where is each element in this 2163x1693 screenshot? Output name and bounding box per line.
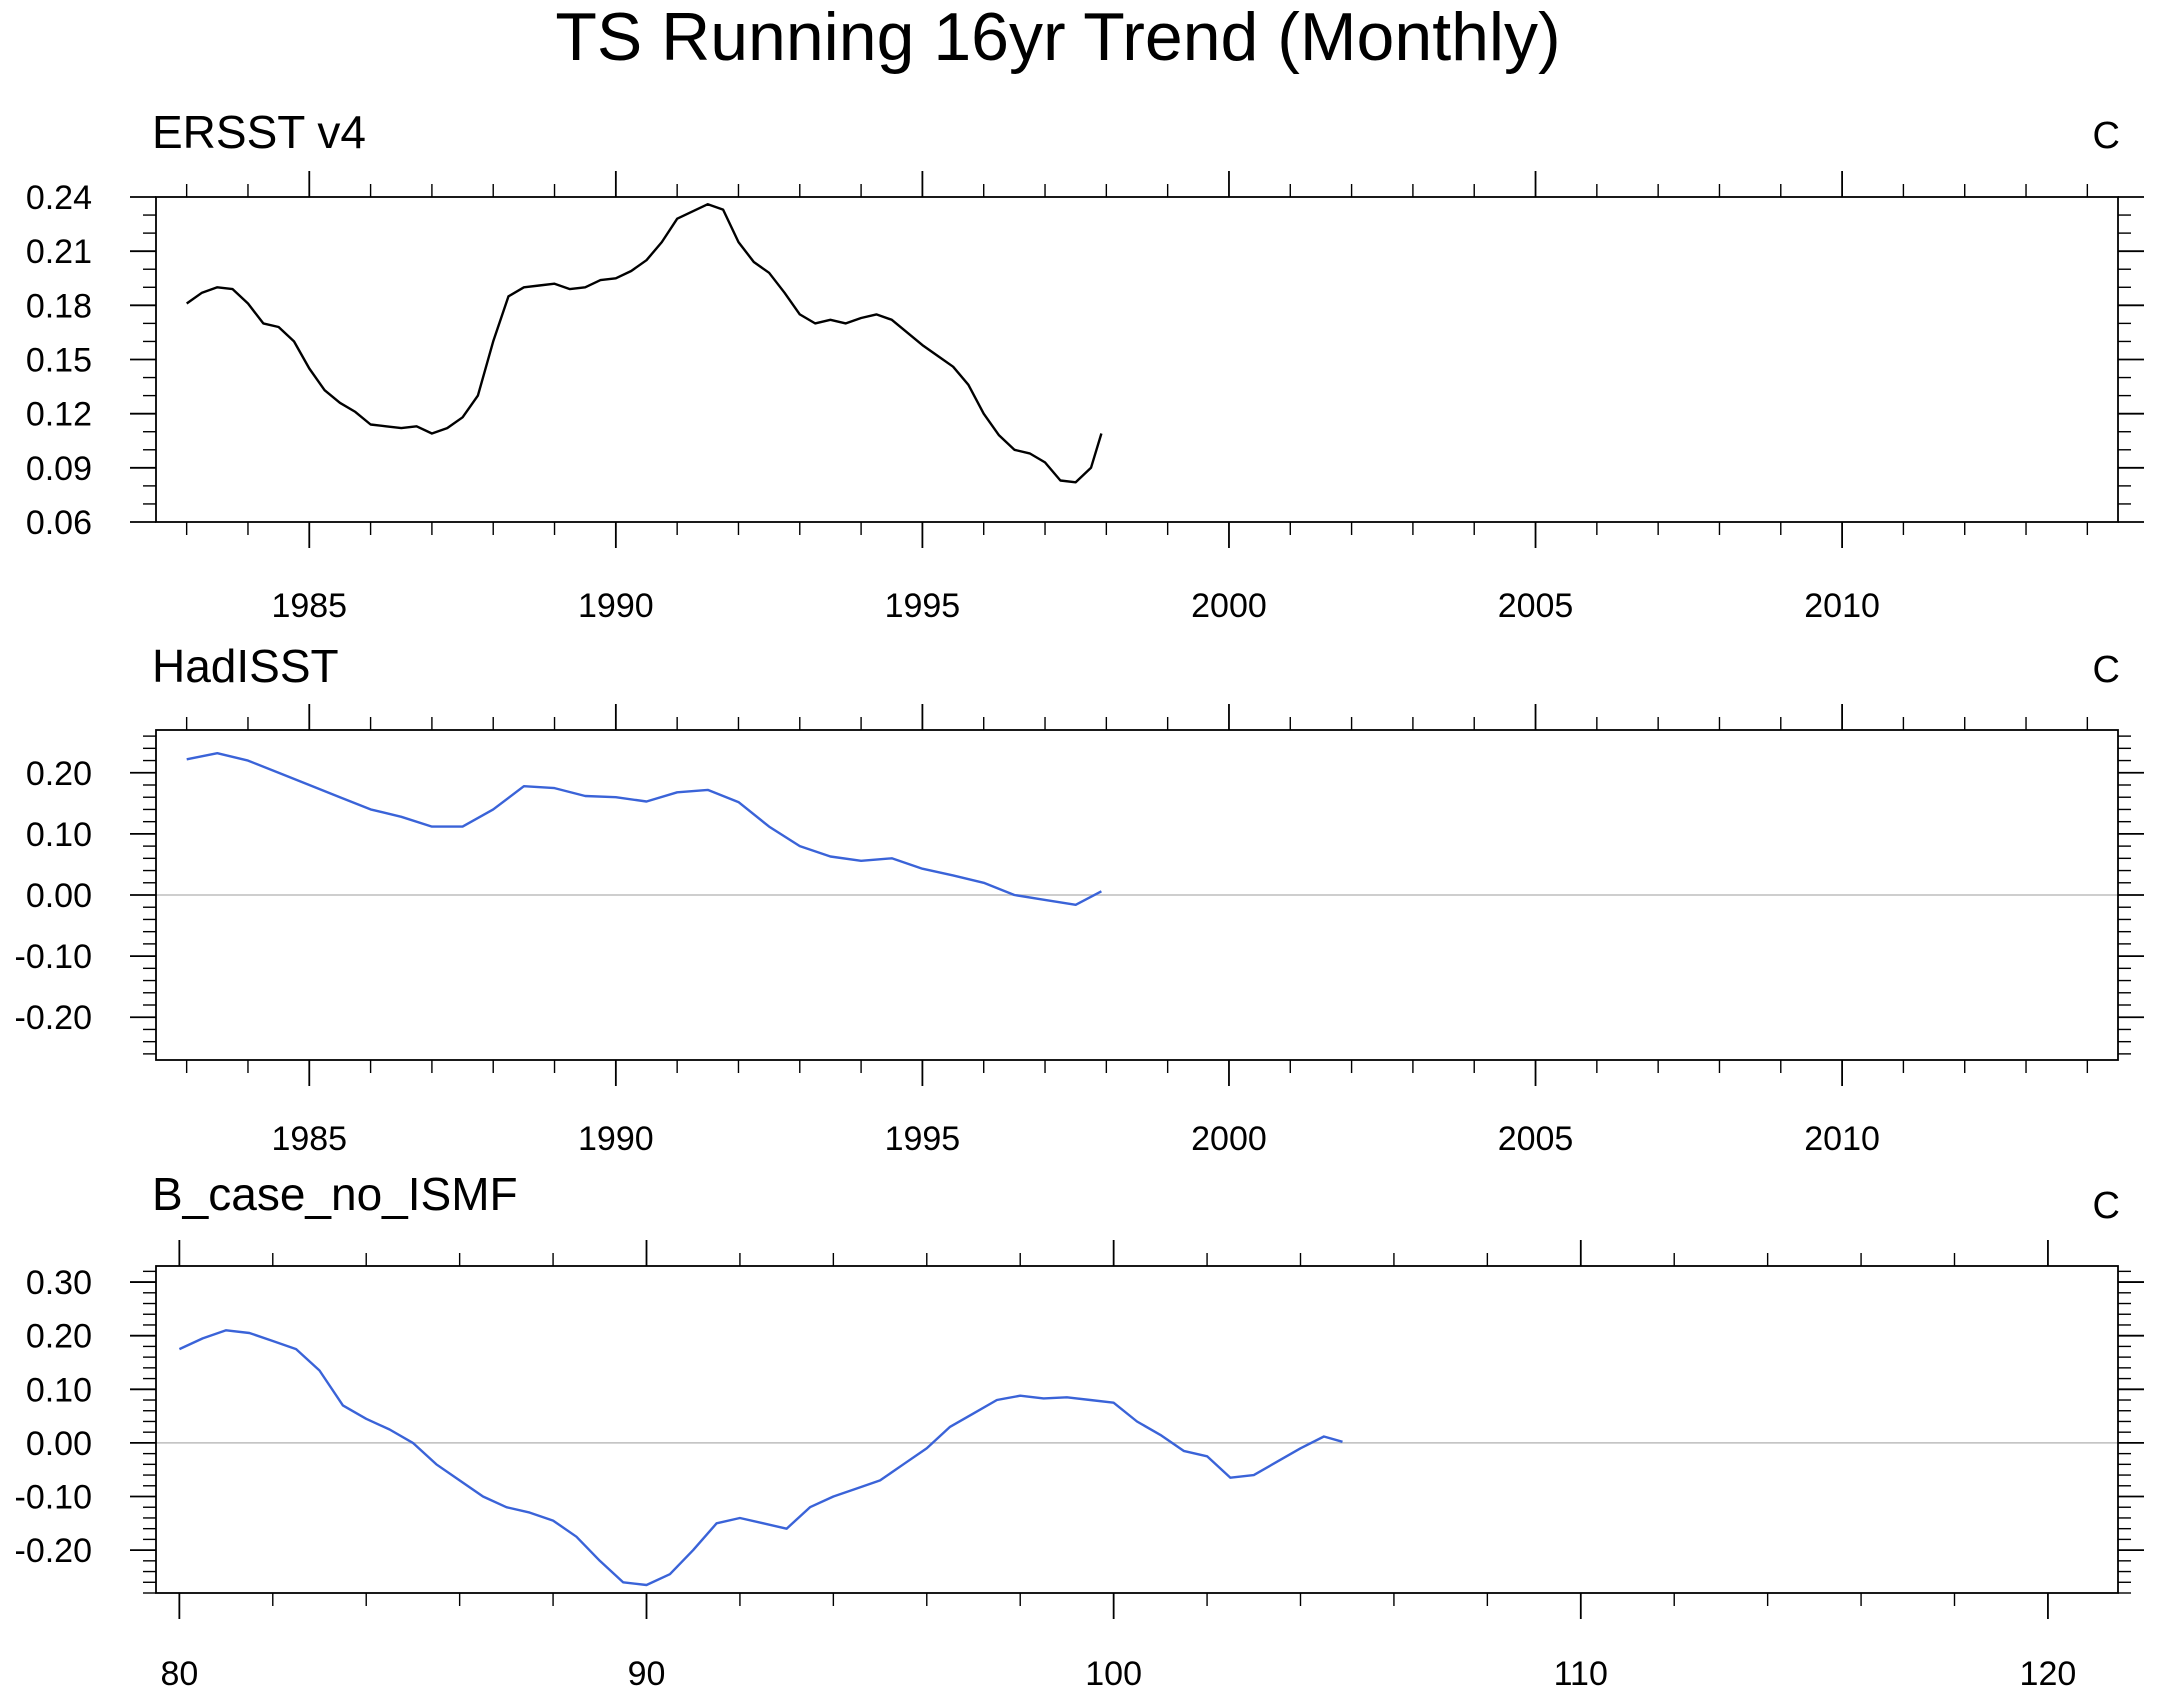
y-tick-label: 0.00 (26, 1425, 92, 1463)
x-tick-label: 1990 (578, 1120, 654, 1158)
y-tick-label: 0.18 (26, 287, 92, 325)
x-tick-label: 2000 (1191, 1120, 1267, 1158)
x-tick-label: 1995 (885, 1120, 961, 1158)
y-tick-label: 0.15 (26, 342, 92, 380)
y-tick-label: -0.20 (15, 1532, 93, 1570)
x-tick-label: 1990 (578, 587, 654, 625)
x-tick-label: 2010 (1804, 587, 1880, 625)
plot-area-hadisst: 1985 1990 1995 2000 2005 2010 -0.20 -0.10 0.00 0.… (15, 704, 2144, 1158)
x-tick-label: 2000 (1191, 587, 1267, 625)
panel-title-ersst: ERSST v4 (152, 106, 366, 158)
x-tick-label: 2010 (1804, 1120, 1880, 1158)
y-tick-label: 0.30 (26, 1264, 92, 1302)
y-tick-label: 0.12 (26, 396, 92, 434)
y-tick-label: -0.10 (15, 1479, 93, 1517)
units-label-ersst: C (2093, 115, 2120, 157)
plot-frame (155, 196, 2119, 523)
x-tick-label: 1985 (271, 587, 347, 625)
y-tick-label: 0.21 (26, 233, 92, 271)
series-line (186, 752, 1102, 906)
x-tick-label: 2005 (1498, 587, 1574, 625)
panel-title-hadisst: HadISST (152, 640, 339, 692)
plot-frame (155, 1265, 2119, 1594)
x-tick-label: 120 (2020, 1655, 2077, 1693)
series-line (186, 202, 1103, 484)
panel-ersst: ERSST v4 C 1985 1990 1995 2000 2005 2010 0.06 0… (26, 106, 2144, 625)
y-tick-label: 0.20 (26, 755, 92, 793)
series-line (178, 1329, 1343, 1587)
y-tick-label: 0.20 (26, 1318, 92, 1356)
y-tick-label: 0.10 (26, 1371, 92, 1409)
panel-hadisst: HadISST C 1985 1990 1995 2000 2005 2010 -0.20 -… (15, 640, 2144, 1158)
y-tick-label: -0.10 (15, 938, 93, 976)
plot-area-b-case: 80 90 100 110 120 -0.20 -0.10 0.00 0.10 0.20 0.30 (15, 1240, 2144, 1693)
y-tick-label: 0.10 (26, 816, 92, 854)
x-tick-label: 80 (160, 1655, 198, 1693)
main-title: TS Running 16yr Trend (Monthly) (555, 0, 1560, 75)
y-tick-label: -0.20 (15, 999, 93, 1037)
y-tick-label: 0.00 (26, 877, 92, 915)
units-label-hadisst: C (2093, 649, 2120, 691)
plot-frame (155, 729, 2119, 1061)
panel-b-case: B_case_no_ISMF C 80 90 100 110 120 -0.20 -0.10… (15, 1168, 2144, 1693)
x-tick-label: 90 (628, 1655, 666, 1693)
x-tick-label: 1985 (271, 1120, 347, 1158)
panel-title-b-case: B_case_no_ISMF (152, 1168, 518, 1220)
y-tick-label: 0.06 (26, 504, 92, 542)
x-tick-label: 2005 (1498, 1120, 1574, 1158)
x-tick-label: 110 (1554, 1655, 1608, 1693)
plot-area-ersst: 1985 1990 1995 2000 2005 2010 0.06 0.09 0.12 0.15… (26, 171, 2144, 625)
y-tick-label: 0.24 (26, 179, 92, 217)
y-tick-label: 0.09 (26, 450, 92, 488)
x-tick-label: 100 (1085, 1655, 1142, 1693)
units-label-b-case: C (2093, 1185, 2120, 1227)
x-tick-label: 1995 (885, 587, 961, 625)
